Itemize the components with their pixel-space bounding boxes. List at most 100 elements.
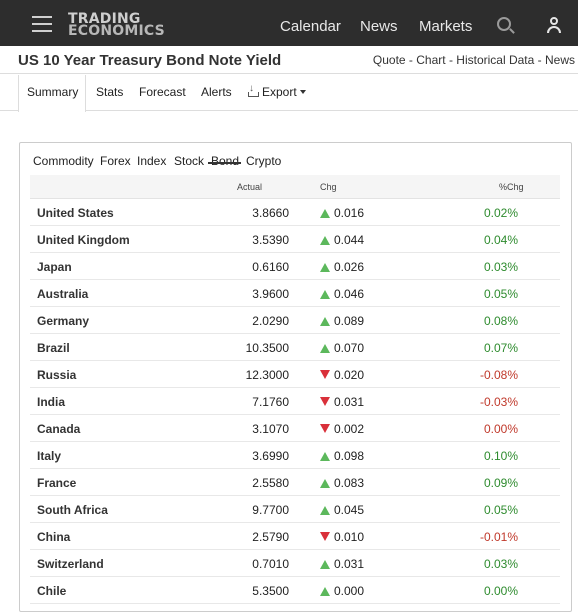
- page-title: US 10 Year Treasury Bond Note Yield: [18, 52, 282, 69]
- col-header-actual: Actual: [237, 182, 263, 192]
- change-value: 0.000: [334, 584, 365, 598]
- country-name[interactable]: South Africa: [37, 503, 108, 517]
- percent-change-value: 0.00%: [483, 422, 518, 436]
- change-value: 0.098: [334, 449, 365, 463]
- link-separator: -: [534, 53, 545, 67]
- search-icon[interactable]: [497, 17, 511, 31]
- table-row[interactable]: France 2.5580 0.083 0.09%: [30, 469, 560, 496]
- table-row[interactable]: Brazil 10.3500 0.070 0.07%: [30, 334, 560, 361]
- change-cell: 0.031: [320, 557, 364, 571]
- table-row[interactable]: China 2.5790 0.010 -0.01%: [30, 523, 560, 550]
- link-chart[interactable]: Chart: [416, 53, 446, 67]
- link-news[interactable]: News: [544, 53, 575, 67]
- change-cell: 0.031: [320, 395, 364, 409]
- change-cell: 0.020: [320, 368, 364, 382]
- percent-change-value: 0.09%: [483, 476, 518, 490]
- country-name[interactable]: Japan: [37, 260, 72, 274]
- menu-icon[interactable]: [32, 16, 52, 32]
- cat-tab-stock[interactable]: Stock: [174, 154, 205, 168]
- link-separator: -: [445, 53, 457, 67]
- tab-summary[interactable]: Summary: [18, 75, 86, 112]
- quick-links: Quote - Chart - Historical Data - News: [373, 53, 575, 67]
- tab-stats[interactable]: Stats: [96, 85, 124, 99]
- actual-value: 9.7700: [252, 503, 289, 517]
- country-name[interactable]: United Kingdom: [37, 233, 130, 247]
- actual-value: 0.7010: [252, 557, 289, 571]
- change-cell: 0.016: [320, 206, 364, 220]
- user-icon[interactable]: [546, 17, 562, 33]
- percent-change-value: 0.05%: [483, 503, 518, 517]
- change-value: 0.044: [334, 233, 365, 247]
- table-header: Actual Chg %Chg: [30, 175, 560, 199]
- arrow-up-icon: [320, 344, 330, 353]
- country-name[interactable]: Brazil: [37, 341, 70, 355]
- country-name[interactable]: Russia: [37, 368, 77, 382]
- export-label: Export: [262, 85, 297, 99]
- table-row[interactable]: Canada 3.1070 0.002 0.00%: [30, 415, 560, 442]
- logo-line-2: ECONOMICS: [68, 23, 165, 39]
- table-row[interactable]: Germany 2.0290 0.089 0.08%: [30, 307, 560, 334]
- cat-tab-commodity[interactable]: Commodity: [33, 154, 94, 168]
- tab-forecast[interactable]: Forecast: [139, 85, 186, 99]
- change-cell: 0.070: [320, 341, 364, 355]
- percent-change-value: -0.08%: [479, 368, 518, 382]
- nav-markets[interactable]: Markets: [419, 18, 473, 35]
- nav-news[interactable]: News: [360, 18, 398, 35]
- actual-value: 10.3500: [245, 341, 289, 355]
- country-name[interactable]: France: [37, 476, 77, 490]
- logo-line-1: TRADING: [68, 11, 141, 27]
- country-name[interactable]: Canada: [37, 422, 81, 436]
- country-name[interactable]: United States: [37, 206, 114, 220]
- table-row[interactable]: Russia 12.3000 0.020 -0.08%: [30, 361, 560, 388]
- export-dropdown[interactable]: Export: [248, 83, 306, 99]
- country-name[interactable]: Switzerland: [37, 557, 104, 571]
- change-cell: 0.045: [320, 503, 364, 517]
- country-name[interactable]: Chile: [37, 584, 67, 598]
- change-value: 0.089: [334, 314, 365, 328]
- percent-change-value: 0.04%: [483, 233, 518, 247]
- table-row[interactable]: United States 3.8660 0.016 0.02%: [30, 199, 560, 226]
- country-name[interactable]: India: [37, 395, 66, 409]
- percent-change-value: 0.03%: [483, 557, 518, 571]
- actual-value: 12.3000: [245, 368, 289, 382]
- percent-change-value: 0.07%: [483, 341, 518, 355]
- table-row[interactable]: United Kingdom 3.5390 0.044 0.04%: [30, 226, 560, 253]
- table-row[interactable]: Italy 3.6990 0.098 0.10%: [30, 442, 560, 469]
- tab-alerts[interactable]: Alerts: [201, 85, 232, 99]
- actual-value: 2.0290: [252, 314, 289, 328]
- logo[interactable]: TRADING ECONOMICS: [68, 11, 165, 39]
- arrow-down-icon: [320, 424, 330, 433]
- table-row[interactable]: South Africa 9.7700 0.045 0.05%: [30, 496, 560, 523]
- cat-tab-crypto[interactable]: Crypto: [246, 154, 282, 168]
- table-row[interactable]: Chile 5.3500 0.000 0.00%: [30, 577, 560, 604]
- cat-tab-index[interactable]: Index: [137, 154, 167, 168]
- country-name[interactable]: Germany: [37, 314, 90, 328]
- change-cell: 0.026: [320, 260, 364, 274]
- actual-value: 3.1070: [252, 422, 289, 436]
- change-value: 0.070: [334, 341, 365, 355]
- link-quote[interactable]: Quote: [372, 53, 406, 67]
- actual-value: 7.1760: [252, 395, 289, 409]
- cat-tab-bond[interactable]: Bond: [211, 154, 240, 168]
- table-row[interactable]: India 7.1760 0.031 -0.03%: [30, 388, 560, 415]
- country-name[interactable]: Italy: [37, 449, 62, 463]
- country-name[interactable]: China: [37, 530, 71, 544]
- country-name[interactable]: Australia: [37, 287, 89, 301]
- table-row[interactable]: Japan 0.6160 0.026 0.03%: [30, 253, 560, 280]
- change-value: 0.002: [334, 422, 365, 436]
- table-row[interactable]: Australia 3.9600 0.046 0.05%: [30, 280, 560, 307]
- arrow-up-icon: [320, 317, 330, 326]
- change-value: 0.010: [334, 530, 365, 544]
- nav-calendar[interactable]: Calendar: [280, 18, 341, 35]
- table-row[interactable]: Switzerland 0.7010 0.031 0.03%: [30, 550, 560, 577]
- caret-down-icon: [299, 90, 306, 94]
- arrow-down-icon: [320, 397, 330, 406]
- markets-panel: Commodity Forex Index Stock Bond Crypto …: [19, 142, 572, 612]
- cat-tab-forex[interactable]: Forex: [100, 154, 131, 168]
- arrow-down-icon: [320, 370, 330, 379]
- link-historical-data[interactable]: Historical Data: [456, 53, 535, 67]
- arrow-up-icon: [320, 560, 330, 569]
- col-header-pchg: %Chg: [499, 182, 524, 192]
- actual-value: 5.3500: [252, 584, 289, 598]
- change-value: 0.020: [334, 368, 365, 382]
